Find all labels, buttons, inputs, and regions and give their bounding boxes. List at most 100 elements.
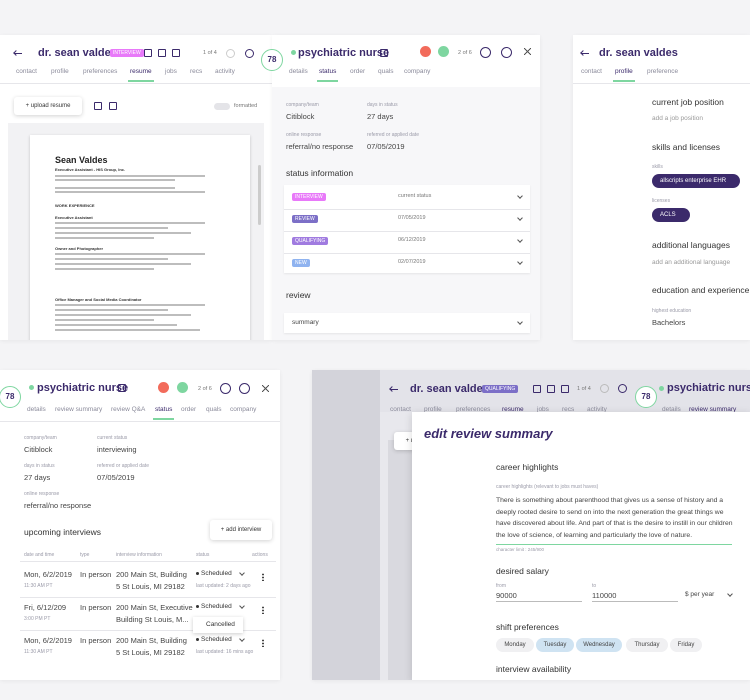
profile-text: add a job position: [652, 115, 703, 122]
field-label: current status: [97, 435, 128, 441]
tab[interactable]: status: [319, 68, 337, 75]
next-button[interactable]: [501, 47, 512, 58]
status-badge: NEW: [292, 259, 310, 267]
tab[interactable]: contact: [16, 68, 37, 75]
row-actions[interactable]: [262, 606, 264, 614]
tab[interactable]: profile: [424, 406, 442, 413]
tab[interactable]: profile: [615, 68, 633, 75]
tab[interactable]: company: [404, 68, 431, 75]
tab[interactable]: activity: [587, 406, 607, 413]
reject-button[interactable]: [158, 382, 169, 393]
tab[interactable]: recs: [562, 406, 575, 413]
tab[interactable]: profile: [51, 68, 69, 75]
tab[interactable]: company: [230, 406, 257, 413]
tab[interactable]: resume: [502, 406, 524, 413]
salary-from[interactable]: 90000: [496, 591, 517, 600]
expand-chevron[interactable]: [517, 215, 523, 221]
prev-button[interactable]: [600, 384, 609, 393]
status-dropdown[interactable]: Cancelled: [193, 617, 243, 633]
tab[interactable]: jobs: [537, 406, 549, 413]
status-dot: [196, 572, 199, 575]
expand-chevron[interactable]: [517, 193, 523, 199]
interview-address: 5 St Louis, MI 29182: [116, 582, 185, 591]
tab[interactable]: review summary: [689, 406, 737, 413]
day-chip[interactable]: Wednesday: [576, 638, 622, 652]
expand-chevron[interactable]: [517, 319, 523, 325]
modal-title: edit review summary: [424, 426, 553, 441]
interview-time: 11:30 AM PT: [24, 649, 53, 655]
upload-button[interactable]: + upload resume: [14, 97, 82, 115]
chip[interactable]: allscripts enterprise EHR: [652, 174, 741, 188]
tab[interactable]: order: [350, 68, 366, 75]
tab[interactable]: order: [181, 406, 197, 413]
close-button[interactable]: [524, 48, 531, 55]
tab[interactable]: preference: [647, 68, 679, 75]
status-chevron[interactable]: [239, 603, 245, 609]
close-button[interactable]: [262, 385, 269, 392]
tab[interactable]: review summary: [55, 406, 103, 413]
day-chip[interactable]: Thursday: [626, 638, 668, 652]
tab[interactable]: contact: [581, 68, 602, 75]
row-actions[interactable]: [262, 573, 264, 581]
tab[interactable]: contact: [390, 406, 411, 413]
accept-button[interactable]: [438, 46, 449, 57]
interview-status[interactable]: Scheduled: [201, 570, 232, 577]
row-actions[interactable]: [262, 639, 264, 647]
day-chip[interactable]: Monday: [496, 638, 534, 652]
profile-text: skills and licenses: [652, 142, 721, 152]
salary-period[interactable]: $ per year: [685, 591, 715, 598]
resume-text-line: [55, 187, 175, 189]
interview-type: In person: [80, 636, 112, 645]
prev-button[interactable]: [226, 49, 235, 58]
tab[interactable]: quals: [378, 68, 394, 75]
status-chevron[interactable]: [239, 570, 245, 576]
reject-button[interactable]: [420, 46, 431, 57]
tab[interactable]: preferences: [456, 406, 491, 413]
tab[interactable]: jobs: [165, 68, 177, 75]
tab[interactable]: details: [27, 406, 46, 413]
profile-text: current job position: [652, 97, 724, 107]
toggle[interactable]: [214, 103, 230, 110]
expand-chevron[interactable]: [517, 259, 523, 265]
chip[interactable]: ACLS: [652, 208, 690, 222]
tab[interactable]: recs: [190, 68, 203, 75]
field-label: online response: [24, 491, 60, 497]
expand-chevron[interactable]: [517, 237, 523, 243]
icon: [94, 102, 102, 110]
dropdown-option[interactable]: Cancelled: [206, 621, 235, 628]
accept-button[interactable]: [177, 382, 188, 393]
interview-status[interactable]: Scheduled: [201, 636, 232, 643]
tab[interactable]: review Q&A: [111, 406, 146, 413]
add-interview-button[interactable]: + add interview: [210, 520, 272, 540]
period-chevron[interactable]: [727, 591, 733, 597]
salary-to[interactable]: 110000: [592, 591, 617, 600]
prev-button[interactable]: [480, 47, 491, 58]
status-text: 02/07/2019: [398, 259, 426, 265]
content-area: company/team Citiblock days in status 27 da…: [272, 87, 540, 340]
resume-text-line: [55, 222, 205, 224]
column-header: actions: [252, 552, 268, 558]
interview-status[interactable]: Scheduled: [201, 603, 232, 610]
next-button[interactable]: [245, 49, 254, 58]
tab[interactable]: activity: [215, 68, 235, 75]
tab[interactable]: details: [662, 406, 681, 413]
tab[interactable]: resume: [130, 68, 152, 75]
tab[interactable]: quals: [206, 406, 222, 413]
tab-underline: [128, 80, 154, 82]
toggle-label: formatted: [234, 103, 258, 109]
next-button[interactable]: [239, 383, 250, 394]
prev-button[interactable]: [220, 383, 231, 394]
status-chevron[interactable]: [239, 636, 245, 642]
tab-underline: [613, 80, 635, 82]
day-chip[interactable]: Tuesday: [536, 638, 574, 652]
field-label: to: [592, 583, 597, 589]
resume-text-line: [55, 304, 205, 306]
dimmed-header: [380, 370, 750, 412]
tab[interactable]: status: [155, 406, 173, 413]
day-chip[interactable]: Friday: [670, 638, 702, 652]
next-button[interactable]: [618, 384, 627, 393]
tab[interactable]: details: [289, 68, 308, 75]
tab[interactable]: preferences: [83, 68, 118, 75]
profile-text: add an additional language: [652, 259, 731, 266]
